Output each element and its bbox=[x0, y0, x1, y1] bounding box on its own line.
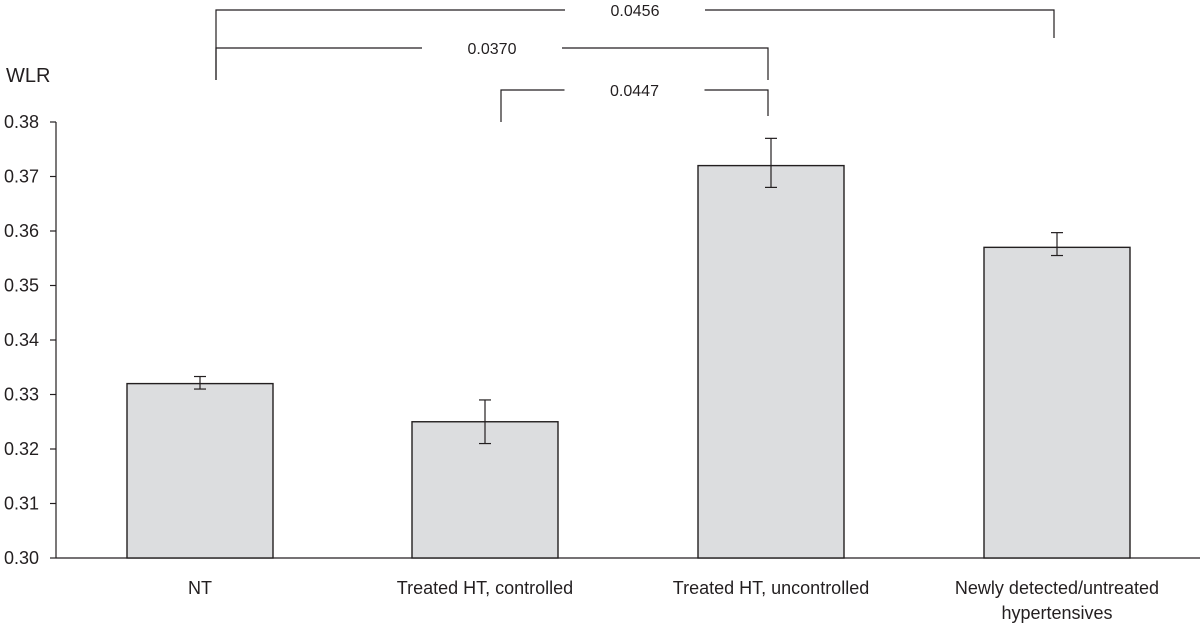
x-tick-label-line: Treated HT, uncontrolled bbox=[673, 578, 869, 598]
y-tick-label: 0.31 bbox=[4, 494, 39, 514]
y-tick-label: 0.30 bbox=[4, 548, 39, 568]
x-tick-label: NT bbox=[188, 578, 212, 598]
significance-label-2: 0.0447 bbox=[610, 83, 659, 100]
x-tick-label-line: hypertensives bbox=[1001, 603, 1112, 623]
x-tick-label-line: Treated HT, controlled bbox=[397, 578, 573, 598]
significance-brackets: 0.0456 0.0370 0.0447 bbox=[215, 3, 1055, 122]
significance-bracket-2 bbox=[500, 89, 769, 122]
y-tick-label: 0.37 bbox=[4, 167, 39, 187]
bar-3 bbox=[983, 246, 1131, 559]
y-tick-label: 0.34 bbox=[4, 330, 39, 350]
significance-label-1: 0.0370 bbox=[468, 41, 517, 58]
x-tick-label: Treated HT, uncontrolled bbox=[673, 578, 869, 598]
y-axis-label: WLR bbox=[6, 65, 50, 87]
y-tick-label: 0.32 bbox=[4, 439, 39, 459]
significance-bracket-1 bbox=[215, 47, 769, 80]
bar-0 bbox=[126, 382, 274, 559]
bar-1 bbox=[411, 421, 559, 559]
x-tick-label-line: NT bbox=[188, 578, 212, 598]
axes: 0.30 0.31 0.32 0.33 0.34 0.35 0.36 0.37 0.38 NT Tr… bbox=[4, 112, 1200, 623]
y-tick-label: 0.38 bbox=[4, 112, 39, 132]
x-tick-label-line: Newly detected/untreated bbox=[955, 578, 1159, 598]
bar-2 bbox=[697, 164, 845, 559]
significance-label-0: 0.0456 bbox=[611, 3, 660, 20]
y-tick-label: 0.33 bbox=[4, 385, 39, 405]
x-tick-label: Newly detected/untreated hypertensives bbox=[955, 578, 1159, 623]
x-tick-label: Treated HT, controlled bbox=[397, 578, 573, 598]
significance-bracket-0 bbox=[215, 9, 1055, 80]
error-bars bbox=[194, 137, 1063, 445]
y-tick-label: 0.36 bbox=[4, 221, 39, 241]
bars bbox=[126, 164, 1131, 559]
y-tick-label: 0.35 bbox=[4, 276, 39, 296]
